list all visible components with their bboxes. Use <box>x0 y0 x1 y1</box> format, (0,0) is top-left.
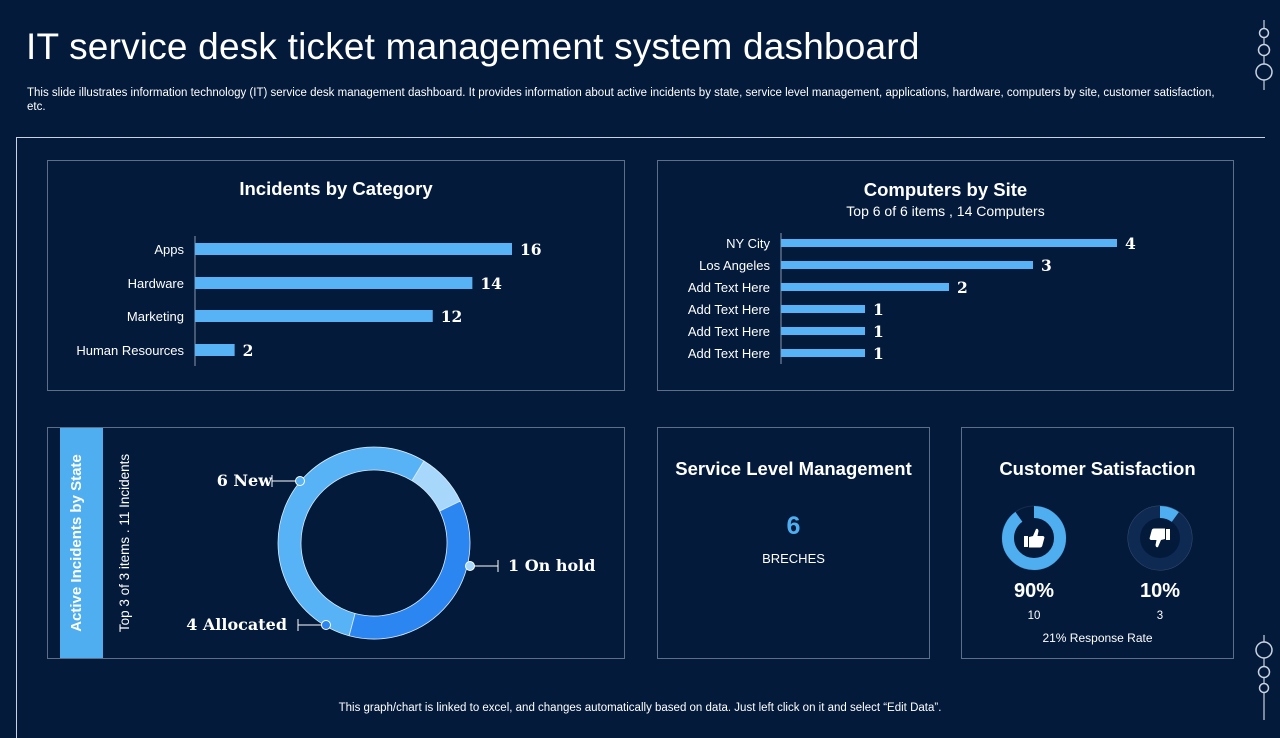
active-incidents-title-strip <box>60 428 103 658</box>
computers-chart-subtitle: Top 6 of 6 items , 14 Computers <box>846 203 1045 219</box>
donut-leader-dot <box>295 476 305 486</box>
site-value-label: 2 <box>957 278 968 297</box>
incidents-by-category-panel: Incidents by Category Apps 16 Hardware 14 Ma… <box>47 160 625 391</box>
donut-slice <box>277 446 425 637</box>
donut-slice-label: 6 New <box>217 471 274 490</box>
customer-satisfaction-panel: Customer Satisfaction 90% 10% 10 3 21% R… <box>961 427 1234 659</box>
category-value-label: 2 <box>243 341 254 360</box>
computers-by-site-chart: NY City 4 Los Angeles 3 Add Text Here 2 Add Te… <box>688 233 1136 364</box>
site-bar <box>781 239 1117 247</box>
site-label: Add Text Here <box>688 346 770 361</box>
incidents-by-category-chart: Apps 16 Hardware 14 Marketing 12 Human Resourc… <box>76 236 542 366</box>
breaches-label: BRECHES <box>762 551 825 566</box>
footer-note: This graph/chart is linked to excel, and… <box>338 702 942 714</box>
site-value-label: 3 <box>1041 256 1052 275</box>
site-bar <box>781 261 1033 269</box>
category-label: Human Resources <box>76 343 184 358</box>
donut-slice-label: 4 Allocated <box>186 615 287 634</box>
category-label: Marketing <box>127 309 184 324</box>
page-title: IT service desk ticket management system… <box>26 26 920 67</box>
computers-by-site-panel: Computers by Site Top 6 of 6 items , 14 … <box>657 160 1234 391</box>
positive-count: 10 <box>1027 610 1041 622</box>
computers-chart-title: Computers by Site <box>863 179 1028 200</box>
category-value-label: 14 <box>480 274 502 293</box>
satisfaction-gauges <box>1001 505 1193 571</box>
decorative-connector-top <box>1255 20 1273 90</box>
active-incidents-panel: Active Incidents by State Top 3 of 3 item… <box>47 427 625 659</box>
site-bar <box>781 305 865 313</box>
service-level-panel: Service Level Management 6 BRECHES <box>657 427 930 659</box>
category-value-label: 16 <box>520 240 542 259</box>
donut-slice <box>411 460 461 512</box>
site-label: Los Angeles <box>699 258 770 273</box>
service-level-title: Service Level Management <box>675 458 912 479</box>
thumbs-down-icon <box>1149 528 1170 548</box>
donut-slice-label: 1 On hold <box>508 556 595 575</box>
category-bar <box>195 344 235 356</box>
site-bar <box>781 283 949 291</box>
dashboard-frame <box>16 137 1265 738</box>
category-value-label: 12 <box>441 307 463 326</box>
donut-leader-dot <box>321 620 331 630</box>
active-incidents-title: Active Incidents by State <box>68 454 85 632</box>
site-label: Add Text Here <box>688 324 770 339</box>
site-value-label: 1 <box>873 300 884 319</box>
site-value-label: 4 <box>1125 234 1136 253</box>
category-label: Hardware <box>128 276 184 291</box>
donut-leader-dot <box>465 561 475 571</box>
incidents-chart-title: Incidents by Category <box>239 178 433 199</box>
customer-satisfaction-title: Customer Satisfaction <box>999 458 1196 479</box>
category-label: Apps <box>154 242 184 257</box>
site-bar <box>781 327 865 335</box>
category-bar <box>195 243 512 255</box>
decorative-connector-bottom <box>1255 635 1273 720</box>
breaches-value: 6 <box>786 512 801 540</box>
category-bar <box>195 277 473 289</box>
active-incidents-subtitle: Top 3 of 3 items . 11 Incidents <box>117 454 132 633</box>
site-label: Add Text Here <box>688 280 770 295</box>
positive-gauge-arc <box>1002 506 1066 570</box>
site-label: NY City <box>726 236 770 251</box>
negative-percent: 10% <box>1139 580 1181 602</box>
positive-percent: 90% <box>1013 580 1055 602</box>
donut-slice <box>348 500 471 640</box>
site-value-label: 1 <box>873 322 884 341</box>
negative-count: 3 <box>1156 610 1164 622</box>
thumbs-up-icon <box>1024 528 1045 548</box>
active-incidents-donut-chart: Active Incidents by State Top 3 of 3 item… <box>68 446 595 640</box>
negative-gauge-arc <box>1128 506 1192 570</box>
page-subtitle: This slide illustrates information techn… <box>27 87 1215 113</box>
category-bar <box>195 310 433 322</box>
response-rate: 21% Response Rate <box>1042 631 1153 645</box>
site-label: Add Text Here <box>688 302 770 317</box>
site-bar <box>781 349 865 357</box>
site-value-label: 1 <box>873 344 884 363</box>
